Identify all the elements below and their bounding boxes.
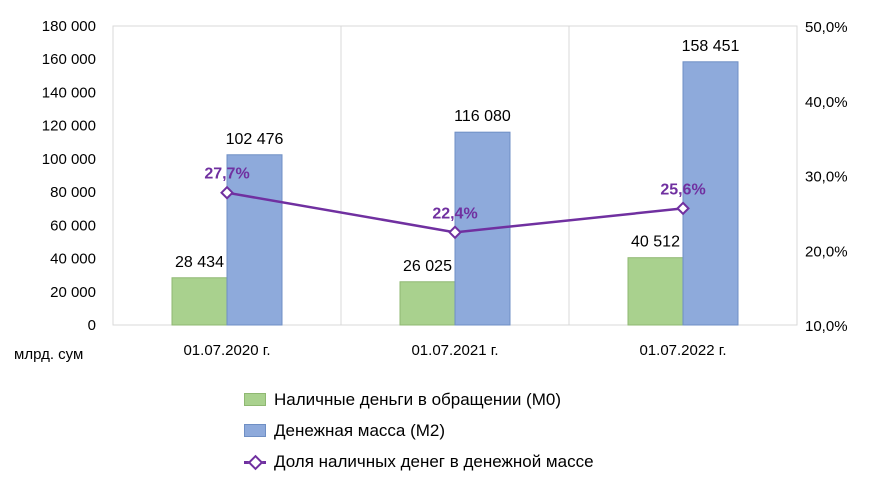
- x-tick: 01.07.2020 г.: [183, 342, 270, 359]
- data-label-m2: 116 080: [454, 108, 511, 125]
- y-tick-left: 80 000: [50, 184, 96, 201]
- y-axis-left-ticks: 0 20 000 40 000 60 000 80 000 100 000 120 000 1…: [42, 18, 96, 334]
- bar-m2: [682, 61, 739, 326]
- legend-item-m0: Наличные деньги в обращении (М0): [244, 384, 594, 415]
- data-label-m2: 158 451: [682, 38, 740, 55]
- data-label-share: 27,7%: [204, 166, 249, 183]
- bar-m0: [171, 277, 228, 326]
- y-axis-right-ticks: 10,0% 20,0% 30,0% 40,0% 50,0%: [805, 19, 848, 335]
- share-point: [676, 201, 690, 216]
- data-label-m2: 102 476: [226, 131, 284, 148]
- bar-m2: [226, 154, 283, 326]
- y-tick-left: 20 000: [50, 284, 96, 301]
- y-tick-right: 50,0%: [805, 19, 848, 36]
- legend-label-share: Доля наличных денег в денежной массе: [274, 451, 594, 471]
- unit-label: млрд. сум: [14, 346, 84, 363]
- legend-label-m0: Наличные деньги в обращении (М0): [274, 389, 561, 409]
- legend-item-m2: Денежная масса (М2): [244, 415, 594, 446]
- y-tick-right: 40,0%: [805, 94, 848, 111]
- x-axis-ticks: 01.07.2020 г. 01.07.2021 г. 01.07.2022 г.: [183, 342, 726, 359]
- y-tick-left: 40 000: [50, 251, 96, 268]
- vertical-gridlines: [340, 26, 570, 325]
- data-label-share: 25,6%: [660, 181, 705, 198]
- y-tick-left: 180 000: [42, 18, 96, 35]
- data-label-share: 22,4%: [432, 205, 477, 222]
- legend-swatch-m2: [244, 424, 266, 437]
- legend-label-m2: Денежная масса (М2): [274, 420, 446, 440]
- y-tick-left: 60 000: [50, 217, 96, 234]
- bar-m0: [399, 281, 456, 326]
- bar-m0: [627, 257, 684, 326]
- bars: [171, 61, 739, 326]
- y-tick-right: 30,0%: [805, 169, 848, 186]
- share-point: [448, 225, 462, 240]
- y-tick-left: 140 000: [42, 84, 96, 101]
- legend: Наличные деньги в обращении (М0) Денежна…: [244, 384, 594, 477]
- data-label-m0: 40 512: [631, 234, 680, 251]
- share-line: [220, 185, 690, 240]
- legend-swatch-m0: [244, 393, 266, 406]
- data-label-m0: 28 434: [175, 254, 224, 271]
- x-tick: 01.07.2022 г.: [639, 342, 726, 359]
- y-tick-left: 160 000: [42, 51, 96, 68]
- y-tick-left: 120 000: [42, 118, 96, 135]
- data-label-m0: 26 025: [403, 258, 452, 275]
- legend-item-share: Доля наличных денег в денежной массе: [244, 446, 594, 477]
- data-labels: 28 434 102 476 26 025 116 080 40 512 158 451 2…: [175, 38, 739, 275]
- share-point: [220, 185, 234, 200]
- y-tick-left: 100 000: [42, 151, 96, 168]
- y-tick-left: 0: [88, 317, 96, 334]
- y-tick-right: 20,0%: [805, 243, 848, 260]
- x-tick: 01.07.2021 г.: [411, 342, 498, 359]
- y-tick-right: 10,0%: [805, 318, 848, 335]
- legend-swatch-share: [244, 455, 266, 469]
